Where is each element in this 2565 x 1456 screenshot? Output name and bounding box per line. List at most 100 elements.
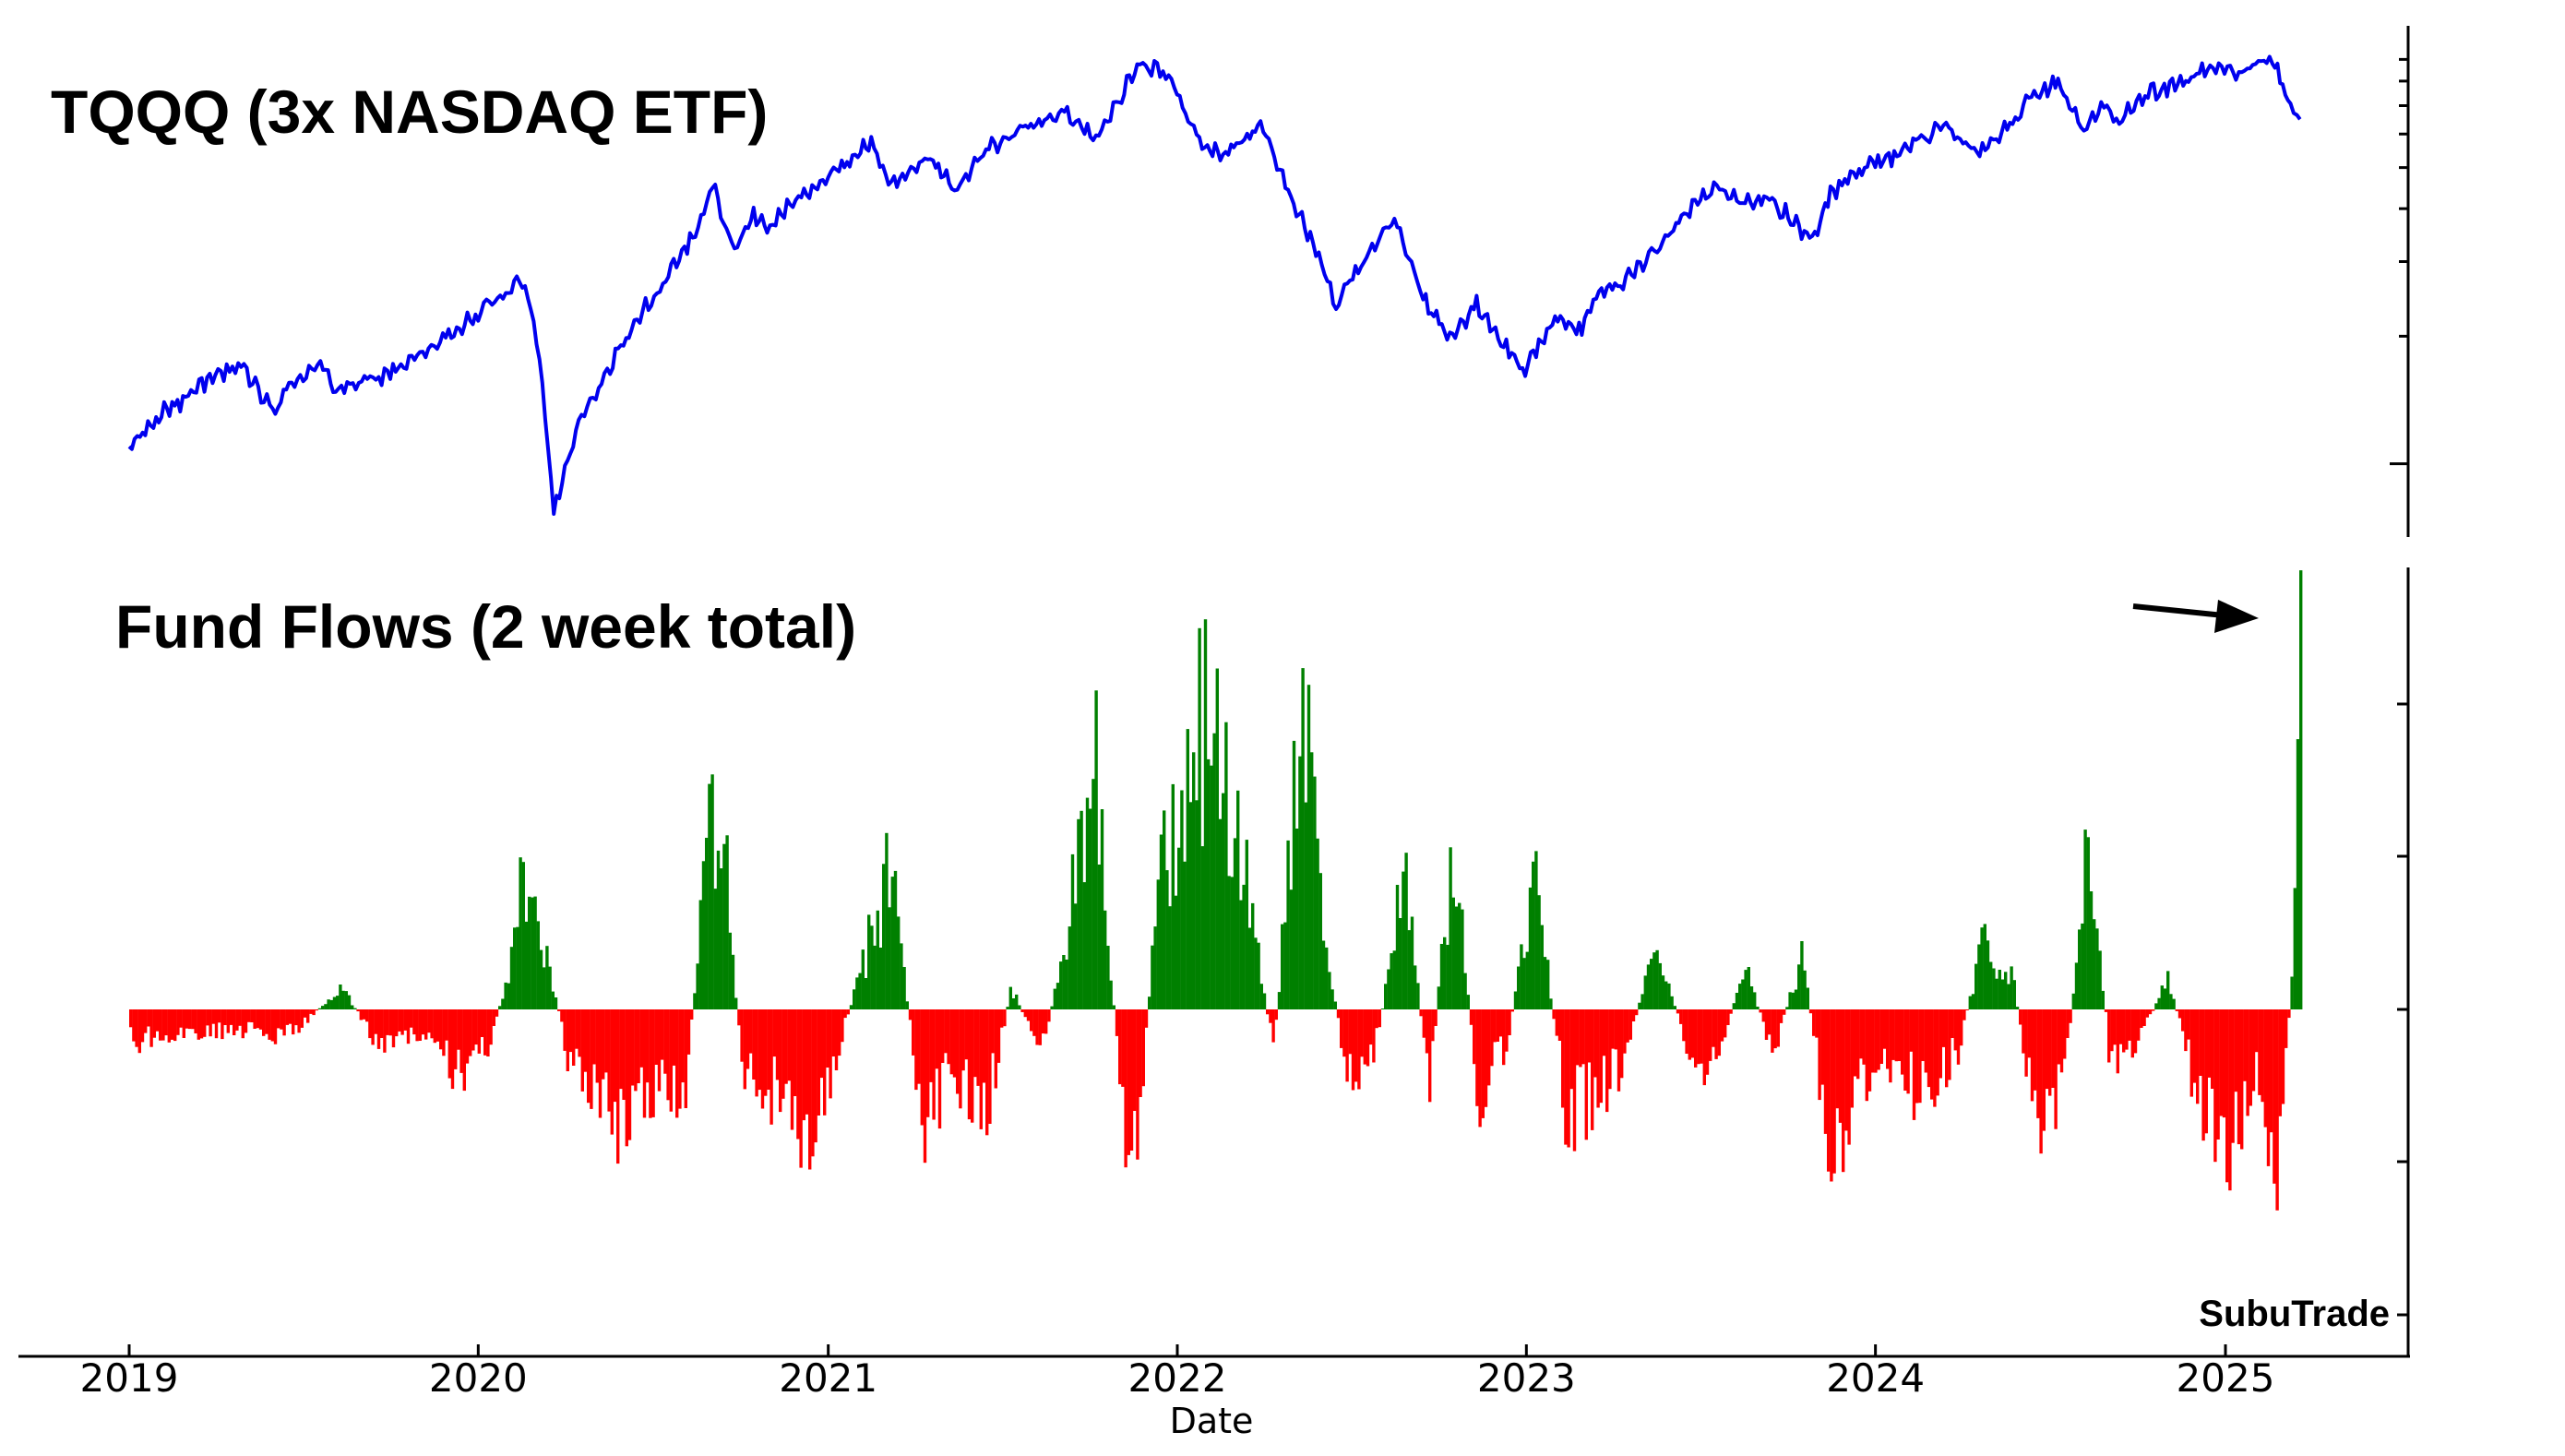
x-axis-label: Date bbox=[1170, 1401, 1254, 1441]
flow-bar bbox=[1859, 1009, 1863, 1059]
flow-bar bbox=[489, 1009, 493, 1045]
flow-bar bbox=[1968, 996, 1972, 1009]
x-tick-label: 2023 bbox=[1477, 1355, 1576, 1401]
flow-bar bbox=[849, 1005, 853, 1009]
flow-bar bbox=[808, 1009, 812, 1170]
flow-bar bbox=[1980, 927, 1984, 1009]
flow-bar bbox=[554, 997, 558, 1009]
flow-bar bbox=[1853, 1009, 1857, 1077]
flow-bar bbox=[1927, 1009, 1931, 1088]
flow-bar bbox=[888, 907, 891, 1009]
flow-bar bbox=[1215, 668, 1219, 1009]
flow-bar bbox=[531, 897, 534, 1009]
flow-bar bbox=[351, 1005, 354, 1009]
flow-bar bbox=[1591, 1009, 1594, 1130]
flow-bar bbox=[2071, 993, 2075, 1009]
flow-bar bbox=[347, 995, 352, 1009]
flow-bar bbox=[1520, 944, 1523, 1009]
flow-bar bbox=[140, 1009, 145, 1043]
flow-bar bbox=[1254, 937, 1258, 1009]
flow-bar bbox=[1490, 1009, 1494, 1067]
flow-bar bbox=[2148, 1009, 2153, 1015]
flow-bar bbox=[1378, 1009, 1381, 1028]
flow-bar bbox=[823, 1009, 827, 1116]
flow-bar bbox=[521, 862, 525, 1009]
flow-bar bbox=[211, 1009, 215, 1024]
flow-bar bbox=[486, 1009, 490, 1056]
flow-bar bbox=[1744, 970, 1748, 1009]
flow-bar bbox=[1983, 924, 1986, 1009]
flow-bar bbox=[610, 1009, 614, 1135]
flow-bar bbox=[1080, 810, 1083, 1009]
flow-bar bbox=[1330, 989, 1334, 1009]
flow-bar bbox=[1912, 1009, 1916, 1120]
flow-bar bbox=[1682, 1009, 1686, 1042]
flow-bar bbox=[2078, 929, 2082, 1009]
flow-bar bbox=[1247, 927, 1252, 1009]
flow-bar bbox=[144, 1009, 148, 1033]
flow-bar bbox=[1650, 959, 1653, 1009]
flow-bar bbox=[834, 1009, 839, 1070]
flow-bar bbox=[855, 977, 859, 1009]
flow-bar bbox=[435, 1009, 440, 1042]
flow-bar bbox=[265, 1009, 268, 1034]
flow-bar bbox=[2048, 1009, 2052, 1096]
flow-bar bbox=[543, 967, 546, 1009]
flow-bar bbox=[1543, 957, 1547, 1009]
flow-bar bbox=[1549, 998, 1553, 1009]
flow-bar bbox=[602, 1009, 605, 1080]
flow-bar bbox=[317, 1008, 322, 1009]
flow-bar bbox=[964, 1009, 968, 1060]
flow-bar bbox=[1487, 1009, 1491, 1086]
flow-bar bbox=[1222, 793, 1225, 1009]
flow-bar bbox=[1451, 897, 1455, 1009]
flow-bar bbox=[2101, 990, 2105, 1009]
flow-bar bbox=[403, 1009, 407, 1031]
flow-bar bbox=[675, 1009, 679, 1118]
flow-bar bbox=[1269, 1009, 1272, 1023]
flow-bar bbox=[1089, 808, 1092, 1009]
flow-bar bbox=[294, 1009, 298, 1026]
flow-bar bbox=[1041, 1009, 1045, 1034]
flow-bar bbox=[1354, 1009, 1358, 1082]
flow-bar bbox=[1788, 992, 1792, 1009]
flow-bar bbox=[1726, 1009, 1730, 1025]
flow-bar bbox=[1422, 1009, 1426, 1038]
flow-bar bbox=[2154, 1003, 2158, 1009]
flow-bar bbox=[941, 1009, 945, 1063]
flow-bar bbox=[1933, 1009, 1937, 1107]
flow-bar bbox=[1909, 1009, 1913, 1052]
flow-bar bbox=[1576, 1009, 1580, 1066]
flow-bar bbox=[1960, 1009, 1963, 1046]
flow-bar bbox=[829, 1009, 832, 1099]
flow-bar bbox=[684, 1009, 687, 1108]
flow-bar bbox=[686, 1009, 691, 1055]
flow-bar bbox=[270, 1009, 274, 1042]
flow-bar bbox=[383, 1009, 387, 1053]
flow-bar bbox=[539, 949, 543, 1009]
flow-bar bbox=[1652, 952, 1656, 1009]
flow-bar bbox=[137, 1009, 141, 1054]
flow-bar bbox=[1493, 1009, 1497, 1043]
flow-bar bbox=[1779, 1009, 1784, 1023]
flow-bar bbox=[1015, 994, 1019, 1009]
flow-bar bbox=[2083, 829, 2087, 1009]
flow-bar bbox=[480, 1009, 484, 1037]
flow-bar bbox=[841, 1009, 844, 1043]
flow-bar bbox=[339, 985, 342, 1009]
flow-bar bbox=[185, 1009, 189, 1029]
flow-bar bbox=[1756, 1007, 1760, 1009]
flow-bar bbox=[590, 1009, 593, 1109]
flow-bar bbox=[209, 1009, 212, 1037]
flow-bar bbox=[2057, 1009, 2060, 1065]
flow-bar bbox=[1059, 961, 1063, 1009]
flow-bar bbox=[1830, 1009, 1833, 1182]
flow-bar bbox=[575, 1009, 579, 1049]
flow-bar bbox=[268, 1009, 271, 1040]
flow-bar bbox=[1210, 765, 1213, 1009]
flow-bar bbox=[1640, 994, 1644, 1009]
flow-bar bbox=[132, 1009, 136, 1042]
flow-bar bbox=[926, 1009, 930, 1117]
flow-bar bbox=[1889, 1009, 1892, 1083]
flow-bar bbox=[1986, 940, 1990, 1009]
